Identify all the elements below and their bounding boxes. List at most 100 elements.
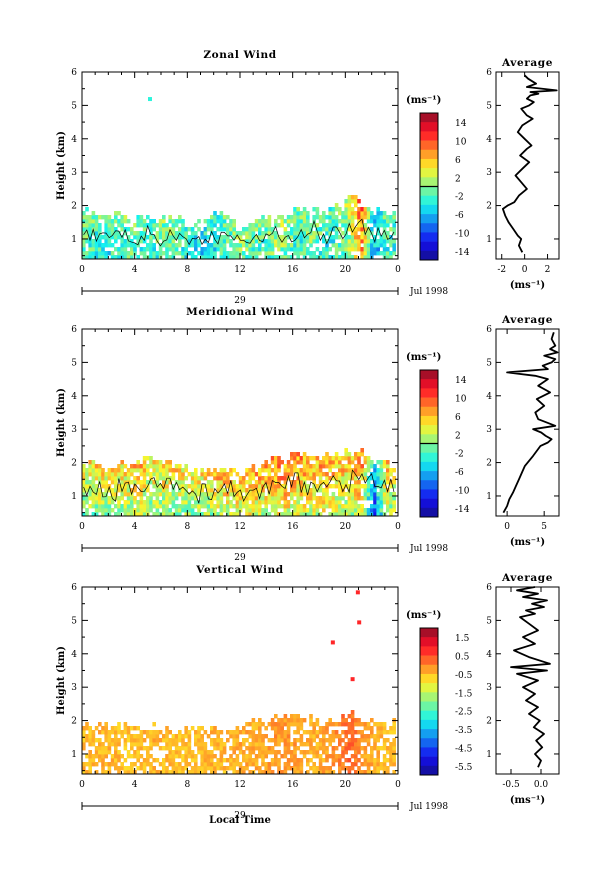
heatmap-cell [203,750,208,755]
heatmap-cell [136,726,140,731]
heatmap-cell [114,488,118,493]
heatmap-cell [158,476,163,481]
heatmap-cell [114,504,118,509]
heatmap-cell [350,235,355,240]
heatmap-cell [251,762,256,767]
heatmap-cell [293,468,297,473]
heatmap-cell [392,742,396,747]
heatmap-cell [254,738,259,743]
heatmap-cell [267,235,272,240]
heatmap-cell [142,476,147,481]
heatmap-cell [248,730,252,735]
heatmap-cell [210,488,214,493]
heatmap-cell [114,468,118,473]
heatmap-cell [258,219,262,224]
heatmap-cell [325,452,329,457]
heatmap-cell [379,211,384,216]
heatmap-cell [376,251,380,256]
heatmap-cell [136,223,140,228]
heatmap-cell [101,750,105,755]
heatmap-cell [322,746,326,751]
heatmap-cell [203,227,208,232]
y-tick-label: 6 [71,583,77,593]
heatmap-cell [283,750,288,755]
heatmap-cell [328,239,332,244]
heatmap-cell [213,251,217,256]
heatmap-cell [136,734,140,739]
heatmap-cell [261,480,265,485]
x-tick-label: 12 [234,522,245,532]
heatmap-cell [219,480,224,485]
heatmap-cell [187,746,192,751]
heatmap-cell [123,480,128,485]
heatmap-cell [293,758,297,763]
heatmap-cell [258,750,262,755]
heatmap-cell [181,231,185,236]
heatmap-cell [376,754,380,759]
heatmap-cell [139,468,144,473]
heatmap-cell [155,484,160,489]
heatmap-cell [277,738,281,743]
heatmap-cell [130,734,134,739]
heatmap-cell [168,243,172,248]
heatmap-cell [139,504,144,509]
heatmap-cell [149,742,153,747]
heatmap-cell [242,496,246,501]
heatmap-cell [344,223,348,228]
heatmap-cell [376,766,380,771]
heatmap-cell [354,235,358,240]
heatmap-cell [168,500,172,505]
heatmap-cell [152,255,156,260]
heatmap-cell [245,239,249,244]
heatmap-cell [382,219,387,224]
heatmap-cell [363,496,368,501]
heatmap-cell [331,762,336,767]
heatmap-cell [210,766,214,771]
heatmap-cell [363,255,368,260]
colorbar-swatch [420,471,438,481]
heatmap-cell [312,239,316,244]
heatmap-cell [238,492,243,497]
heatmap-cell [82,223,86,228]
heatmap-cell [251,738,256,743]
heatmap-cell [85,508,89,513]
y-tick-label: 2 [71,202,77,212]
heatmap-cell [286,750,291,755]
colorbar-swatch [420,655,438,666]
heatmap-cell [274,255,278,260]
heatmap-cell [194,734,198,739]
colorbar-tick-label: -14 [455,505,470,515]
heatmap-cell [178,472,182,477]
avg-y-tick-label: 3 [486,683,492,693]
heatmap-cell [238,508,243,513]
heatmap-cell [165,227,169,232]
heatmap-cell [82,738,86,743]
heatmap-cell [238,251,243,256]
heatmap-cell [181,223,185,228]
heatmap-cell [213,738,217,743]
heatmap-cell [389,762,393,767]
avg-y-tick-label: 1 [486,235,492,245]
colorbar-tick-label: 14 [455,376,467,386]
heatmap-cell [251,476,256,481]
heatmap-cell [267,500,272,505]
heatmap-cell [254,219,259,224]
heatmap-cell [245,504,249,509]
heatmap-cell [197,484,201,489]
heatmap-cell [296,500,300,505]
heatmap-cell [338,476,342,481]
heatmap-cell [139,762,144,767]
heatmap-cell [216,227,220,232]
heatmap-cell [322,460,326,465]
heatmap-cell [293,456,297,461]
heatmap-cell [350,195,355,200]
heatmap-cell [389,504,393,509]
heatmap-cell [107,746,112,751]
heatmap-cell [213,223,217,228]
heatmap-cell [114,215,118,220]
heatmap-cell [216,215,220,220]
heatmap-cell [82,512,86,517]
heatmap-cell [197,492,201,497]
heatmap-cell [229,468,233,473]
